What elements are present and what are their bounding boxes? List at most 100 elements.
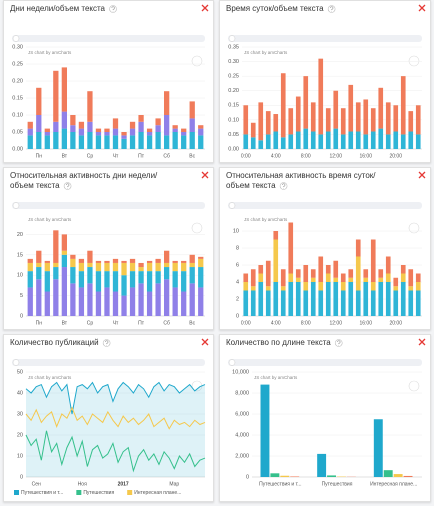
bar <box>273 131 279 149</box>
bar <box>129 258 136 263</box>
y-tick-label: 0.20 <box>12 78 23 84</box>
zoom-button[interactable] <box>408 222 420 234</box>
bar <box>181 291 187 316</box>
close-button[interactable] <box>201 4 209 12</box>
bar <box>393 474 403 477</box>
bar <box>273 231 279 240</box>
bar <box>27 258 33 263</box>
bar <box>393 277 399 287</box>
bar <box>250 137 256 149</box>
y-tick-label: 0.25 <box>12 61 23 67</box>
close-button[interactable] <box>418 171 426 179</box>
zoom-button[interactable] <box>191 55 203 67</box>
bar <box>53 121 59 132</box>
line <box>25 430 206 473</box>
bar <box>189 262 195 268</box>
bar <box>112 291 119 316</box>
y-tick-label: 0.30 <box>228 59 239 65</box>
bar <box>44 132 50 136</box>
close-button[interactable] <box>418 4 426 12</box>
panel: Относительная активность время суток/объ… <box>219 167 431 330</box>
bar <box>393 286 399 291</box>
panel: Время суток/объем текста JS chart by amC… <box>219 0 431 163</box>
y-tick-label: 2 <box>236 296 239 302</box>
bar <box>340 290 346 316</box>
help-icon-glyph <box>337 340 341 346</box>
bar <box>146 135 153 149</box>
bar <box>383 470 393 477</box>
bar <box>112 128 119 136</box>
x-tick-label: 8:00 <box>301 153 311 159</box>
credit: JS chart by amCharts <box>254 375 298 380</box>
bar <box>121 138 127 149</box>
bar <box>303 76 309 129</box>
bar <box>129 128 136 136</box>
scrollbar-grip <box>12 35 20 42</box>
close-button[interactable] <box>201 171 209 179</box>
bar <box>327 475 337 477</box>
bar <box>181 271 187 292</box>
x-tick-label: Вс <box>189 153 195 159</box>
bar <box>44 260 50 263</box>
x-tick-label: Пн <box>36 153 43 159</box>
y-tick-label: 4 <box>236 279 239 285</box>
y-tick-label: 0.20 <box>228 88 239 94</box>
y-tick-label: 50 <box>17 369 23 375</box>
bar <box>189 101 195 119</box>
bar <box>189 254 195 263</box>
bar <box>355 256 361 291</box>
zoom-button[interactable] <box>408 380 420 392</box>
bar <box>155 125 161 132</box>
x-tick-label: Ср <box>87 320 94 326</box>
bar <box>243 273 249 282</box>
bar <box>95 132 102 136</box>
bar <box>378 269 384 278</box>
x-tick-label: 4:00 <box>271 153 281 159</box>
bar <box>258 102 264 141</box>
bar <box>164 262 170 268</box>
x-tick-label: 12:00 <box>329 153 342 159</box>
bar <box>36 87 42 115</box>
y-tick-label: 20 <box>17 432 23 438</box>
bar <box>333 277 339 282</box>
bar <box>70 115 76 126</box>
bar <box>280 137 286 149</box>
bar <box>355 290 361 316</box>
bar <box>36 250 42 263</box>
bar <box>370 282 376 291</box>
bar <box>318 282 324 291</box>
bar <box>70 258 76 268</box>
bar <box>87 121 93 132</box>
bar <box>121 275 127 296</box>
bar <box>172 125 178 129</box>
zoom-button[interactable] <box>408 55 420 67</box>
bar <box>318 290 324 316</box>
line <box>25 406 206 430</box>
bar <box>112 271 119 292</box>
close-button[interactable] <box>201 338 209 346</box>
bar <box>87 283 93 316</box>
bar <box>295 131 301 149</box>
bar <box>104 132 110 136</box>
bar <box>95 128 102 132</box>
bar <box>363 99 369 135</box>
bar <box>61 267 67 316</box>
bar <box>70 254 76 259</box>
x-tick-label: Вт <box>62 153 68 159</box>
bar <box>198 256 204 259</box>
close-button[interactable] <box>418 338 426 346</box>
bar <box>250 122 256 138</box>
y-tick-label: 8,000 <box>235 390 249 396</box>
credit: JS chart by amCharts <box>28 217 72 222</box>
bar <box>146 271 153 292</box>
zoom-button[interactable] <box>191 222 203 234</box>
bar <box>78 271 85 288</box>
bar <box>172 128 178 132</box>
x-tick-label: Чт <box>113 153 119 159</box>
bar <box>310 282 316 316</box>
bar <box>290 476 300 477</box>
bar <box>146 262 153 272</box>
bar <box>53 279 59 316</box>
bar <box>243 282 249 291</box>
scrollbar-grip <box>228 202 236 209</box>
